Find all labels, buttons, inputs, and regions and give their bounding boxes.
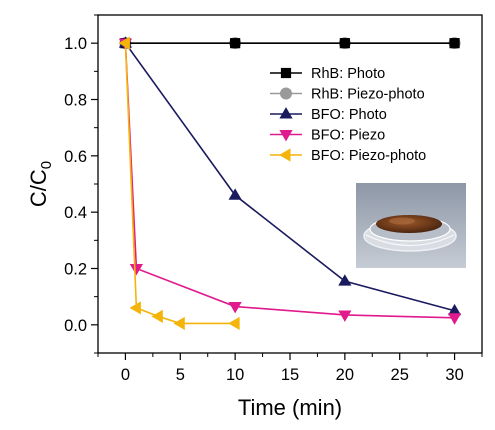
legend-marker [280,87,292,100]
x-axis-title: Time (min) [238,395,342,420]
data-point [228,188,242,200]
data-point [228,302,242,314]
data-point [338,274,352,286]
y-tick-label: 0.6 [64,148,87,166]
data-point [447,313,462,325]
data-point [129,264,143,276]
x-tick-label: 10 [226,366,244,384]
legend-entry: BFO: Piezo [270,128,385,144]
y-tick-label: 0.4 [64,204,87,222]
x-tick-label: 5 [176,366,185,384]
data-point [230,38,241,49]
series-bfo-photo [118,36,462,316]
series [118,36,462,331]
x-tick-label: 15 [281,366,299,384]
data-point [151,309,163,323]
y-axis-title: C/C0 [26,161,55,207]
data-point [338,310,352,322]
data-point [447,303,462,316]
legend-marker [279,107,293,119]
data-point [173,316,185,331]
series-bfo-piezo [118,38,462,325]
x-tick-label: 25 [391,366,409,384]
series-bfo-piezo-photo [118,36,240,331]
inset-photo [356,183,466,268]
legend-entry: BFO: Photo [270,107,387,123]
legend-label: BFO: Piezo-photo [311,148,426,164]
data-point [228,316,240,331]
series-line [124,43,236,325]
data-point [339,38,350,49]
data-point [129,301,141,315]
x-tick-label: 0 [121,366,130,384]
legend-label: BFO: Photo [311,107,387,123]
legend-label: BFO: Piezo [311,128,385,144]
data-point [449,38,460,49]
legend-entry: BFO: Piezo-photo [270,148,426,164]
legend-marker [279,148,291,162]
x-tick-label: 30 [445,366,463,384]
y-tick-label: 0.0 [64,317,87,335]
legend-label: RhB: Photo [311,66,385,82]
data-point [118,36,130,50]
legend: RhB: Photo RhB: Piezo-photo BFO: Photo BFO:… [270,66,426,164]
series-line [124,42,455,312]
series-rhb-photo [120,38,460,49]
legend-entry: RhB: Photo [270,66,385,82]
legend-label: RhB: Piezo-photo [311,87,425,103]
y-tick-label: 0.2 [64,261,87,279]
legend-marker [280,67,292,79]
legend-entry: RhB: Piezo-photo [270,87,425,103]
y-tick-label: 0.8 [64,92,87,110]
series-line [124,43,455,319]
axes: 0 5 10 15 20 25 30 0.0 0.2 0.4 0.6 0.8 1.0 Time (min)… [26,14,483,420]
x-tick-label: 20 [336,366,354,384]
legend-marker [279,130,293,142]
y-tick-label: 1.0 [64,35,87,53]
